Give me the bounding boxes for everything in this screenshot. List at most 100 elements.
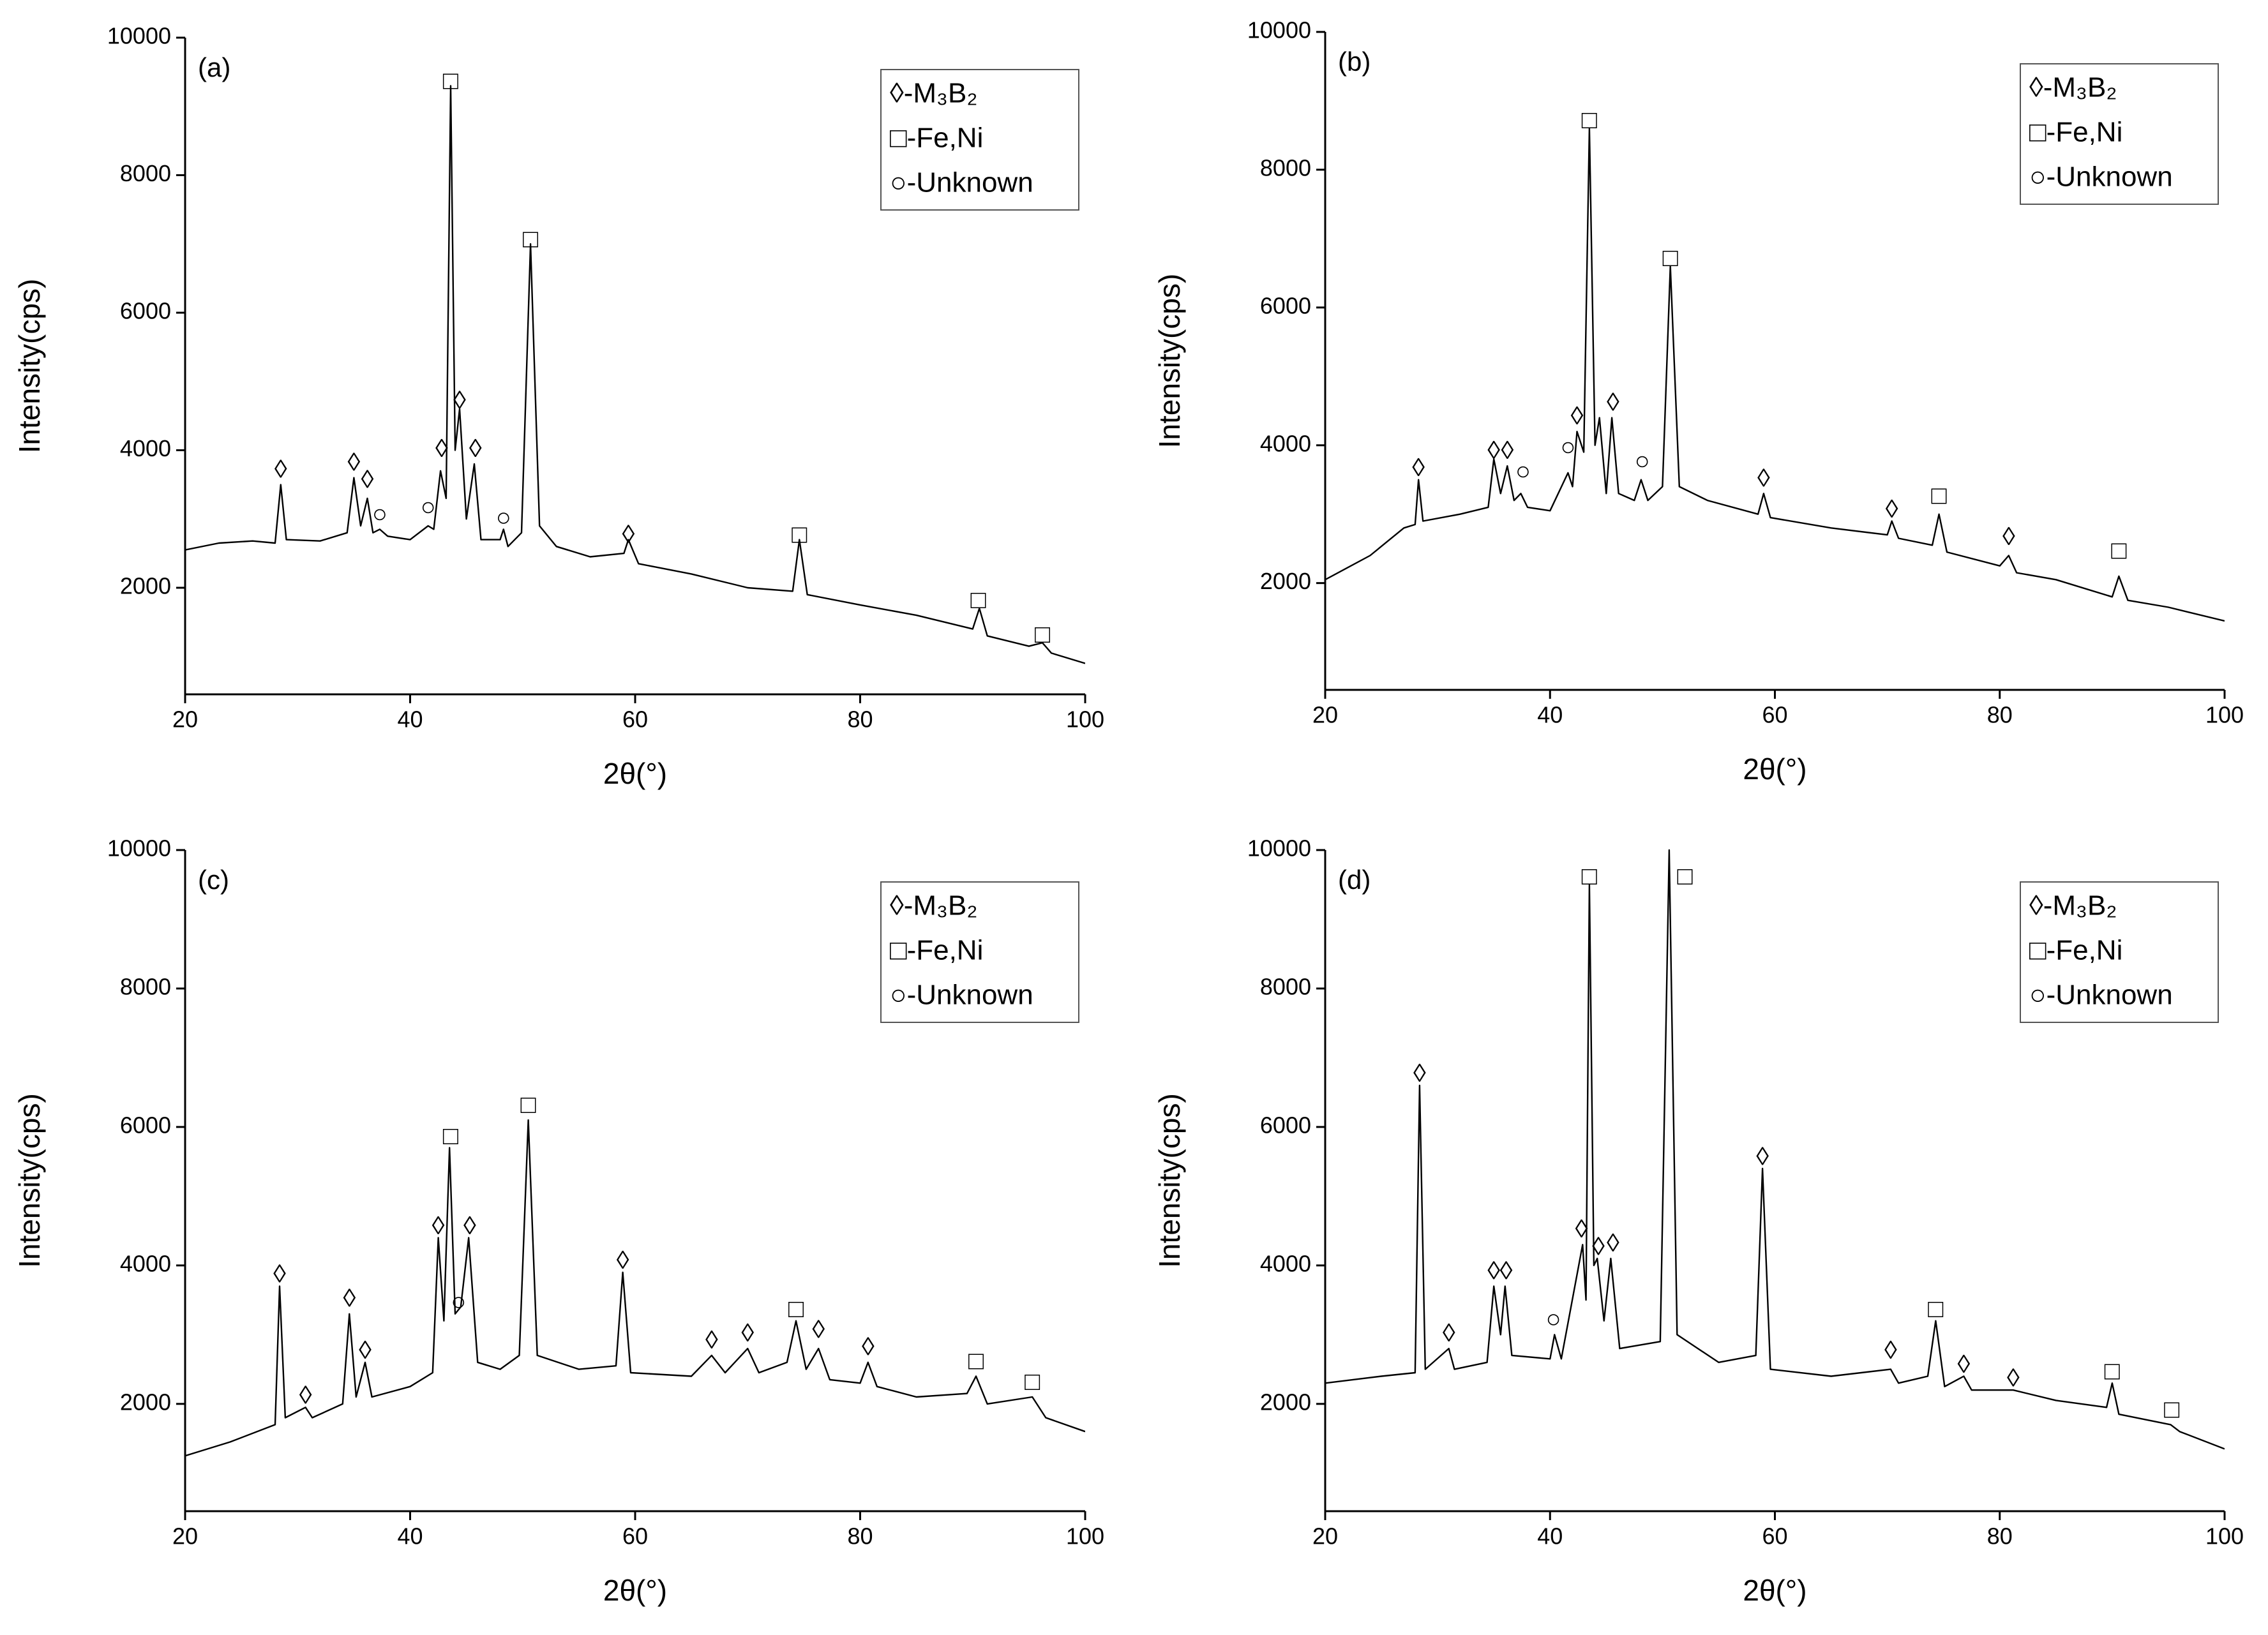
legend-entry: ◊-M₃B₂ — [2029, 72, 2117, 103]
peak-marker: ○ — [1515, 457, 1531, 485]
y-tick-label: 4000 — [120, 1250, 171, 1276]
panel-label: (d) — [1338, 865, 1371, 895]
legend-box — [2020, 63, 2219, 205]
peak-marker: ◊ — [2002, 523, 2015, 551]
panel-label: (c) — [198, 865, 229, 895]
peak-marker: ◊ — [1500, 1257, 1513, 1285]
peak-marker: ◊ — [1607, 1229, 1619, 1257]
peak-marker: ◊ — [1757, 464, 1770, 492]
x-tick-label: 100 — [1066, 1523, 1104, 1549]
y-tick-label: 4000 — [1260, 430, 1311, 456]
y-tick-label: 10000 — [1247, 17, 1311, 43]
peak-marker: ◊ — [1607, 389, 1619, 417]
peak-marker: ◊ — [1958, 1350, 1971, 1378]
peak-marker: □ — [520, 1091, 536, 1119]
legend-entry: ◊-M₃B₂ — [890, 890, 977, 922]
xrd-line — [185, 1119, 1085, 1457]
y-tick-label: 4000 — [120, 435, 171, 461]
peak-marker: ○ — [451, 1288, 466, 1316]
y-tick-label: 2000 — [120, 1389, 171, 1415]
x-tick-label: 80 — [1987, 1523, 2013, 1549]
legend-box — [880, 881, 1079, 1023]
y-tick-label: 6000 — [120, 1112, 171, 1138]
peak-marker: ○ — [372, 500, 387, 528]
peak-marker: ◊ — [1756, 1142, 1769, 1170]
peak-marker: ◊ — [343, 1285, 356, 1313]
peak-marker: ◊ — [1487, 1257, 1500, 1285]
y-tick-label: 2000 — [1260, 1389, 1311, 1415]
x-axis-label: 2θ(°) — [1743, 1574, 1806, 1607]
y-tick-label: 8000 — [120, 160, 171, 186]
y-tick-label: 4000 — [1260, 1250, 1311, 1276]
y-tick-label: 2000 — [120, 573, 171, 599]
x-axis-label: 2θ(°) — [603, 757, 667, 790]
x-tick-label: 100 — [1066, 706, 1104, 733]
peak-marker: ◊ — [299, 1382, 312, 1410]
peak-marker: ◊ — [274, 455, 287, 483]
y-axis-label: Intensity(cps) — [1153, 1093, 1186, 1268]
peak-marker: □ — [792, 521, 807, 549]
y-tick-label: 10000 — [107, 835, 171, 862]
peak-marker: □ — [1928, 1295, 1943, 1323]
peak-marker: ◊ — [1575, 1215, 1588, 1243]
peak-marker: ◊ — [622, 521, 635, 549]
x-tick-label: 20 — [172, 1523, 198, 1549]
xrd-line — [1325, 127, 2225, 622]
peak-marker: □ — [2164, 1395, 2179, 1423]
peak-marker: ◊ — [1501, 437, 1513, 465]
peak-marker: □ — [1035, 620, 1050, 648]
y-tick-label: 10000 — [107, 23, 171, 49]
panel-label: (b) — [1338, 47, 1371, 77]
xrd-line — [185, 85, 1085, 664]
y-tick-label: 8000 — [1260, 973, 1311, 999]
peak-marker: □ — [523, 225, 538, 253]
x-tick-label: 60 — [1762, 1523, 1787, 1549]
legend-box — [2020, 881, 2219, 1023]
legend-entry: □-Fe,Ni — [890, 935, 983, 966]
x-tick-label: 60 — [1762, 702, 1787, 728]
peak-marker: ◊ — [1412, 454, 1425, 482]
y-tick-label: 2000 — [1260, 568, 1311, 594]
x-tick-label: 20 — [1312, 1523, 1338, 1549]
panel: 2000 4000 6000 8000 10000 20 40 60 80 100 2θ(°) Int… — [1153, 17, 2244, 786]
x-tick-label: 80 — [847, 706, 873, 733]
legend-entry: □-Fe,Ni — [2029, 117, 2122, 148]
panel: 2000 4000 6000 8000 10000 20 40 60 80 100 2θ(°) Int… — [13, 835, 1104, 1608]
legend-entry: ◊-M₃B₂ — [2029, 890, 2117, 922]
y-axis-label: Intensity(cps) — [1153, 274, 1186, 449]
peak-marker: ◊ — [463, 1212, 476, 1240]
y-tick-label: 8000 — [1260, 154, 1311, 181]
peak-marker: □ — [1932, 481, 1947, 509]
peak-marker: ◊ — [453, 387, 466, 415]
x-tick-label: 40 — [1537, 702, 1563, 728]
peak-marker: □ — [1678, 862, 1693, 890]
legend-entry: ○-Unknown — [2029, 980, 2173, 1011]
peak-marker: □ — [968, 1347, 984, 1375]
legend-entry: □-Fe,Ni — [890, 123, 983, 154]
peak-marker: ◊ — [812, 1316, 825, 1344]
peak-marker: □ — [1582, 106, 1597, 134]
x-tick-label: 100 — [2205, 1523, 2244, 1549]
x-tick-label: 60 — [622, 706, 648, 733]
x-tick-label: 60 — [622, 1523, 648, 1549]
peak-marker: ◊ — [1487, 437, 1500, 465]
y-tick-label: 6000 — [1260, 1112, 1311, 1138]
y-tick-label: 8000 — [120, 973, 171, 999]
peak-marker: ○ — [1635, 447, 1650, 475]
peak-marker: ◊ — [273, 1260, 286, 1288]
peak-marker: ○ — [421, 493, 436, 521]
x-tick-label: 40 — [397, 1523, 423, 1549]
panel: 2000 4000 6000 8000 10000 20 40 60 80 100 2θ(°) Int… — [1153, 835, 2244, 1608]
y-tick-label: 6000 — [120, 298, 171, 324]
panel: 2000 4000 6000 8000 10000 20 40 60 80 100 2θ(°) Int… — [13, 23, 1104, 791]
legend-entry: ◊-M₃B₂ — [890, 78, 977, 109]
x-tick-label: 100 — [2205, 702, 2244, 728]
y-axis-label: Intensity(cps) — [13, 279, 46, 454]
legend-entry: ○-Unknown — [2029, 161, 2173, 193]
xrd-line — [1325, 849, 2225, 1450]
peak-marker: ○ — [496, 504, 511, 532]
peak-marker: ◊ — [469, 435, 482, 463]
peak-marker: □ — [2111, 537, 2126, 565]
peak-marker: □ — [2105, 1357, 2120, 1385]
